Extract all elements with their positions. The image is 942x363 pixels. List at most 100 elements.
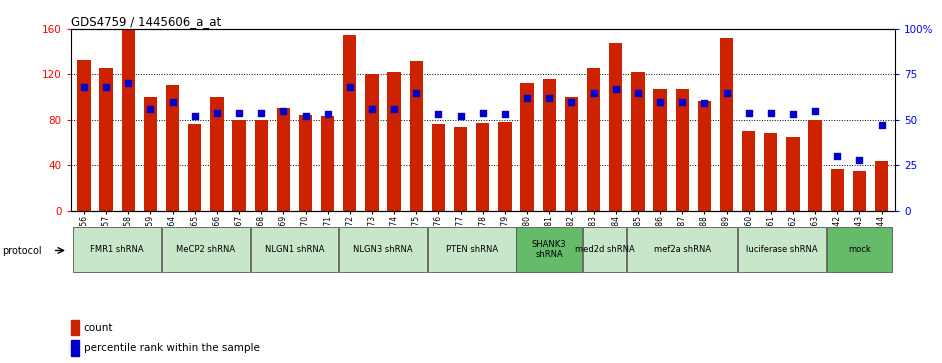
Text: protocol: protocol xyxy=(2,246,41,256)
Text: percentile rank within the sample: percentile rank within the sample xyxy=(84,343,260,353)
Point xyxy=(76,84,91,90)
Bar xyxy=(100,68,113,211)
Bar xyxy=(339,227,427,272)
Bar xyxy=(516,227,582,272)
Point xyxy=(143,106,158,112)
Bar xyxy=(144,97,157,211)
Point xyxy=(342,84,357,90)
Bar xyxy=(827,227,892,272)
Bar xyxy=(71,320,79,335)
Bar xyxy=(609,43,623,211)
Point xyxy=(320,111,335,117)
Text: MeCP2 shRNA: MeCP2 shRNA xyxy=(176,245,236,254)
Text: NLGN3 shRNA: NLGN3 shRNA xyxy=(353,245,413,254)
Bar xyxy=(454,127,467,211)
Bar xyxy=(431,124,446,211)
Point xyxy=(187,113,203,119)
Bar xyxy=(738,227,826,272)
Point xyxy=(564,99,579,105)
Bar xyxy=(77,60,90,211)
Bar xyxy=(543,79,556,211)
Text: FMR1 shRNA: FMR1 shRNA xyxy=(90,245,144,254)
Point xyxy=(99,84,114,90)
Bar xyxy=(277,109,290,211)
Point xyxy=(386,106,401,112)
Bar xyxy=(875,160,888,211)
Bar xyxy=(587,68,600,211)
Point xyxy=(630,90,645,95)
Point xyxy=(232,110,247,115)
Bar xyxy=(720,38,733,211)
Bar xyxy=(210,97,223,211)
Point xyxy=(697,101,712,106)
Point xyxy=(453,113,468,119)
Point xyxy=(497,111,512,117)
Bar xyxy=(166,85,179,211)
Point xyxy=(807,108,822,114)
Point xyxy=(653,99,668,105)
Point xyxy=(430,111,446,117)
Text: mock: mock xyxy=(848,245,870,254)
Bar xyxy=(498,122,512,211)
Bar xyxy=(831,168,844,211)
Bar xyxy=(565,97,578,211)
Point xyxy=(741,110,756,115)
Bar xyxy=(410,61,423,211)
Bar xyxy=(73,227,161,272)
Text: mef2a shRNA: mef2a shRNA xyxy=(654,245,711,254)
Text: count: count xyxy=(84,323,113,333)
Point xyxy=(586,90,601,95)
Bar xyxy=(631,72,644,211)
Point xyxy=(253,110,268,115)
Point xyxy=(298,113,313,119)
Bar xyxy=(387,72,400,211)
Bar xyxy=(853,171,866,211)
Point xyxy=(365,106,380,112)
Bar xyxy=(365,74,379,211)
Bar xyxy=(254,120,268,211)
Text: med2d shRNA: med2d shRNA xyxy=(575,245,635,254)
Bar xyxy=(122,29,135,211)
Bar xyxy=(343,35,356,211)
Text: PTEN shRNA: PTEN shRNA xyxy=(446,245,497,254)
Bar xyxy=(627,227,738,272)
Point xyxy=(719,90,734,95)
Point xyxy=(475,110,490,115)
Text: GDS4759 / 1445606_a_at: GDS4759 / 1445606_a_at xyxy=(71,15,221,28)
Point xyxy=(786,111,801,117)
Point xyxy=(874,122,889,128)
Bar xyxy=(787,137,800,211)
Bar xyxy=(675,89,689,211)
Bar xyxy=(251,227,338,272)
Bar xyxy=(654,89,667,211)
Point xyxy=(520,95,535,101)
Bar xyxy=(233,120,246,211)
Point xyxy=(763,110,778,115)
Text: NLGN1 shRNA: NLGN1 shRNA xyxy=(265,245,324,254)
Point xyxy=(121,81,136,86)
Text: luciferase shRNA: luciferase shRNA xyxy=(746,245,818,254)
Text: SHANK3
shRNA: SHANK3 shRNA xyxy=(532,240,566,259)
Bar xyxy=(520,83,534,211)
Bar xyxy=(742,131,755,211)
Point xyxy=(542,95,557,101)
Bar xyxy=(321,117,334,211)
Point xyxy=(674,99,690,105)
Point xyxy=(852,157,867,163)
Bar xyxy=(764,133,777,211)
Point xyxy=(409,90,424,95)
Point xyxy=(276,108,291,114)
Point xyxy=(609,86,624,92)
Bar xyxy=(299,115,312,211)
Bar xyxy=(188,124,202,211)
Point xyxy=(209,110,224,115)
Bar xyxy=(476,123,490,211)
Bar xyxy=(71,340,79,356)
Point xyxy=(830,153,845,159)
Bar xyxy=(808,120,821,211)
Bar xyxy=(162,227,250,272)
Bar xyxy=(428,227,515,272)
Point xyxy=(165,99,180,105)
Bar xyxy=(583,227,626,272)
Bar xyxy=(698,101,711,211)
